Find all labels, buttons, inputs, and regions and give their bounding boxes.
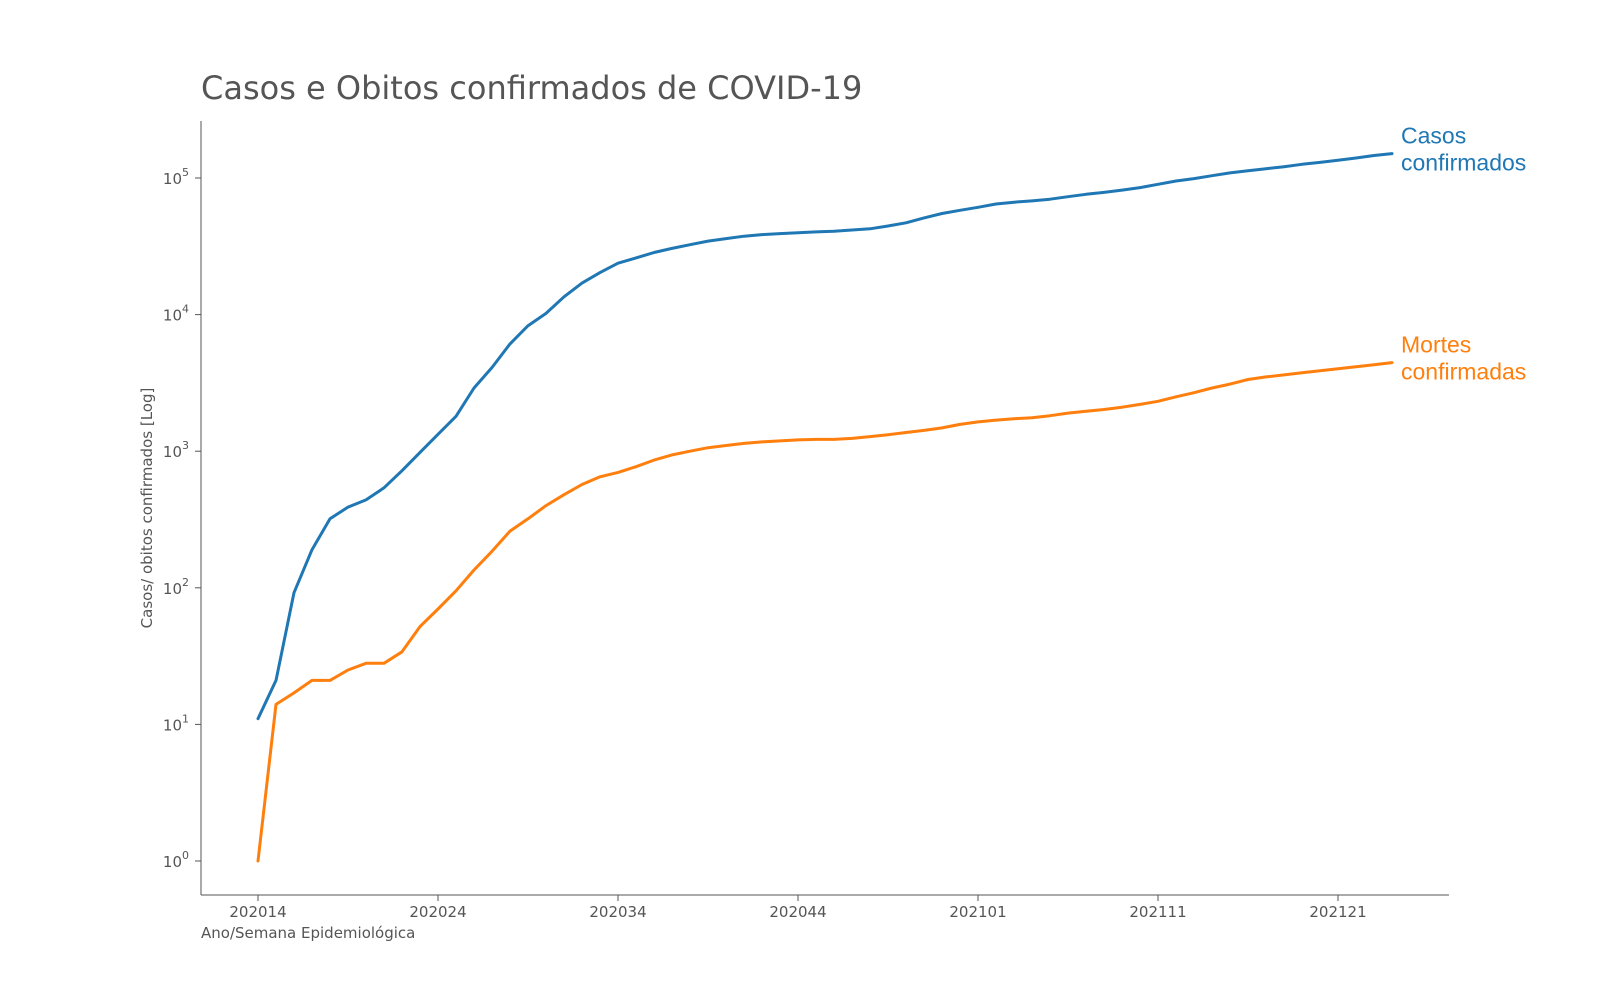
series — [256, 152, 1394, 863]
y-tick-exponent: 2 — [182, 576, 189, 589]
x-tick-label: 202044 — [769, 903, 826, 921]
y-tick-exponent: 1 — [182, 712, 189, 725]
x-tick-label: 202024 — [409, 903, 466, 921]
x-tick-label: 202034 — [589, 903, 646, 921]
series-label: confirmadas — [1401, 359, 1526, 385]
series-line — [256, 361, 1394, 863]
series-label: Casos — [1401, 123, 1466, 149]
y-tick-base: 10 — [163, 170, 182, 188]
series-label: Mortes — [1401, 332, 1471, 358]
y-tick-exponent: 0 — [182, 849, 189, 862]
x-axis-label: Ano/Semana Epidemiológica — [201, 924, 415, 942]
y-tick-base: 10 — [163, 307, 182, 325]
y-tick-label: 105 — [163, 166, 189, 188]
y-tick-label: 103 — [163, 439, 189, 461]
x-tick-label: 202111 — [1129, 903, 1186, 921]
x-tick-label: 202121 — [1309, 903, 1366, 921]
y-tick-label: 102 — [163, 576, 189, 598]
series-line — [256, 152, 1394, 721]
y-tick-base: 10 — [163, 716, 182, 734]
y-axis-label: Casos/ obitos confirmados [Log] — [138, 388, 156, 629]
y-tick-exponent: 4 — [182, 303, 189, 316]
y-tick-base: 10 — [163, 443, 182, 461]
series-label: confirmados — [1401, 150, 1526, 176]
x-tick-label: 202101 — [949, 903, 1006, 921]
y-tick-exponent: 5 — [182, 166, 189, 179]
y-tick-label: 101 — [163, 712, 189, 734]
y-tick-base: 10 — [163, 580, 182, 598]
y-tick-label: 104 — [163, 303, 189, 325]
x-ticks: 202014 202024 202034 202044 202101 202111 2021… — [229, 895, 1367, 921]
chart-title: Casos e Obitos confirmados de COVID-19 — [201, 69, 862, 107]
y-tick-label: 100 — [163, 849, 189, 871]
x-tick-label: 202014 — [229, 903, 286, 921]
y-tick-base: 10 — [163, 853, 182, 871]
y-tick-exponent: 3 — [182, 439, 189, 452]
